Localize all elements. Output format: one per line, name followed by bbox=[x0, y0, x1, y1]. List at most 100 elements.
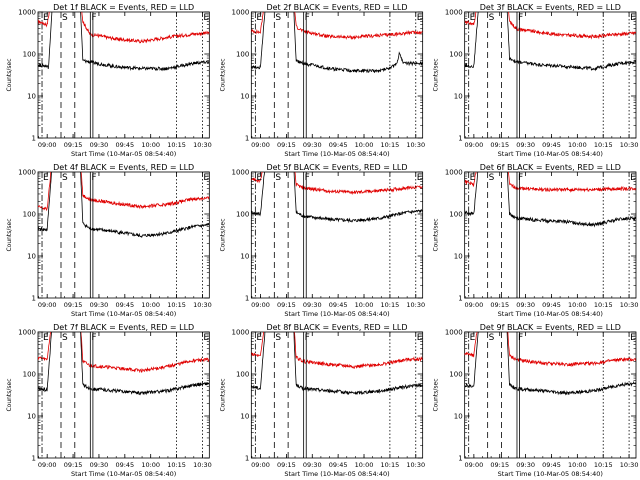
x-tick-label: 10:00 bbox=[355, 141, 374, 149]
x-tick-label: 09:30 bbox=[516, 301, 535, 309]
plot-frame bbox=[250, 171, 424, 299]
x-tick-label: 09:45 bbox=[115, 141, 134, 149]
y-tick-label: 1000 bbox=[232, 169, 250, 177]
y-tick-label: 100 bbox=[23, 211, 36, 219]
y-tick-label: 10 bbox=[27, 413, 36, 421]
x-tick-label: 10:15 bbox=[381, 141, 400, 149]
time-marker-label: E bbox=[43, 173, 49, 183]
events-series-line bbox=[251, 332, 423, 396]
series-group bbox=[38, 332, 210, 396]
time-marker-label: E bbox=[470, 13, 476, 23]
time-marker-label: E bbox=[630, 333, 636, 343]
y-tick-label: 100 bbox=[236, 51, 249, 59]
x-tick-label: 09:15 bbox=[277, 141, 296, 149]
x-tick-label: 10:15 bbox=[167, 301, 186, 309]
chart-panel-3: Det 3f BLACK = Events, RED = LLD 1 10 100 10… bbox=[433, 3, 639, 158]
y-tick-label: 1 bbox=[458, 135, 462, 143]
lld-series-line bbox=[38, 332, 210, 374]
x-tick-label: 10:30 bbox=[193, 141, 212, 149]
chart-panel-4: Det 4f BLACK = Events, RED = LLD 1 10 100 10… bbox=[6, 163, 212, 318]
x-tick-label: 10:00 bbox=[355, 301, 374, 309]
chart-title: Det 2f BLACK = Events, RED = LLD bbox=[266, 3, 407, 12]
x-tick-label: 10:15 bbox=[167, 461, 186, 469]
y-axis-label: Counts/sec bbox=[433, 218, 440, 251]
chart-title: Det 5f BLACK = Events, RED = LLD bbox=[266, 163, 407, 172]
x-tick-label: 09:45 bbox=[115, 461, 134, 469]
x-tick-label: 09:15 bbox=[490, 301, 509, 309]
lld-series-line bbox=[251, 12, 423, 41]
y-tick-label: 100 bbox=[236, 211, 249, 219]
lld-series-line bbox=[38, 172, 210, 212]
y-tick-label: 1000 bbox=[18, 169, 36, 177]
time-marker-label: S bbox=[275, 173, 281, 183]
time-marker-label: E bbox=[203, 13, 209, 23]
time-marker-label: S bbox=[62, 13, 68, 23]
series-group bbox=[464, 172, 636, 228]
y-tick-label: 1 bbox=[32, 135, 36, 143]
time-marker-label: F bbox=[91, 173, 96, 183]
y-tick-label: 10 bbox=[454, 93, 463, 101]
y-tick-label: 1 bbox=[458, 455, 462, 463]
y-tick-label: 10 bbox=[454, 413, 463, 421]
x-tick-label: 09:00 bbox=[251, 141, 270, 149]
events-series-line bbox=[464, 332, 636, 396]
x-tick-label: 10:00 bbox=[568, 461, 587, 469]
time-marker-label: E bbox=[43, 13, 49, 23]
x-axis-label: Start Time (10-Mar-05 08:54:40) bbox=[71, 470, 176, 478]
time-marker-label: E bbox=[256, 333, 262, 343]
x-tick-label: 10:00 bbox=[141, 141, 160, 149]
series-group bbox=[251, 332, 423, 396]
x-tick-label: 10:30 bbox=[193, 461, 212, 469]
series-group bbox=[464, 12, 636, 72]
plot-frame bbox=[464, 171, 637, 299]
x-tick-label: 09:00 bbox=[251, 301, 270, 309]
time-marker-label: E bbox=[417, 333, 423, 343]
y-tick-label: 10 bbox=[240, 93, 249, 101]
plot-frame bbox=[37, 171, 210, 299]
series-group bbox=[251, 12, 423, 74]
x-tick-label: 09:00 bbox=[38, 141, 57, 149]
lld-series-line bbox=[251, 332, 423, 369]
x-tick-label: 09:45 bbox=[115, 301, 134, 309]
y-tick-label: 1000 bbox=[18, 9, 36, 17]
x-tick-label: 09:30 bbox=[303, 141, 322, 149]
time-marker-label: F bbox=[305, 173, 310, 183]
x-tick-label: 09:00 bbox=[464, 461, 483, 469]
plot-frame bbox=[464, 11, 637, 139]
time-marker-label: E bbox=[256, 173, 262, 183]
y-tick-label: 1000 bbox=[232, 329, 250, 337]
time-marker-label: E bbox=[43, 333, 49, 343]
x-tick-label: 10:30 bbox=[406, 301, 425, 309]
y-axis-label: Counts/sec bbox=[219, 58, 226, 91]
x-tick-label: 10:15 bbox=[594, 301, 613, 309]
chart-panel-8: Det 8f BLACK = Events, RED = LLD 1 10 100 10… bbox=[219, 323, 425, 478]
x-axis-label: Start Time (10-Mar-05 08:54:40) bbox=[284, 150, 389, 158]
time-marker-label: E bbox=[417, 173, 423, 183]
time-marker-label: S bbox=[489, 173, 495, 183]
x-tick-label: 09:00 bbox=[38, 461, 57, 469]
x-tick-label: 10:00 bbox=[568, 301, 587, 309]
x-tick-label: 10:00 bbox=[141, 301, 160, 309]
y-axis-label: Counts/sec bbox=[433, 58, 440, 91]
x-tick-label: 10:30 bbox=[620, 461, 639, 469]
y-tick-label: 1 bbox=[245, 135, 249, 143]
lld-series-line bbox=[464, 172, 636, 193]
y-tick-label: 1 bbox=[245, 295, 249, 303]
y-axis-label: Counts/sec bbox=[433, 378, 440, 411]
series-group bbox=[464, 332, 636, 396]
x-tick-label: 09:15 bbox=[64, 141, 83, 149]
y-tick-label: 1000 bbox=[445, 169, 463, 177]
x-tick-label: 09:15 bbox=[490, 141, 509, 149]
events-series-line bbox=[38, 172, 210, 238]
x-tick-label: 09:45 bbox=[329, 301, 348, 309]
time-marker-label: E bbox=[630, 173, 636, 183]
x-tick-label: 09:00 bbox=[464, 301, 483, 309]
x-tick-label: 09:30 bbox=[90, 141, 109, 149]
time-marker-label: S bbox=[62, 333, 68, 343]
chart-title: Det 6f BLACK = Events, RED = LLD bbox=[480, 163, 621, 172]
plot-frame bbox=[250, 11, 424, 139]
lld-series-line bbox=[464, 12, 636, 40]
x-tick-label: 10:30 bbox=[620, 141, 639, 149]
time-marker-label: S bbox=[489, 333, 495, 343]
